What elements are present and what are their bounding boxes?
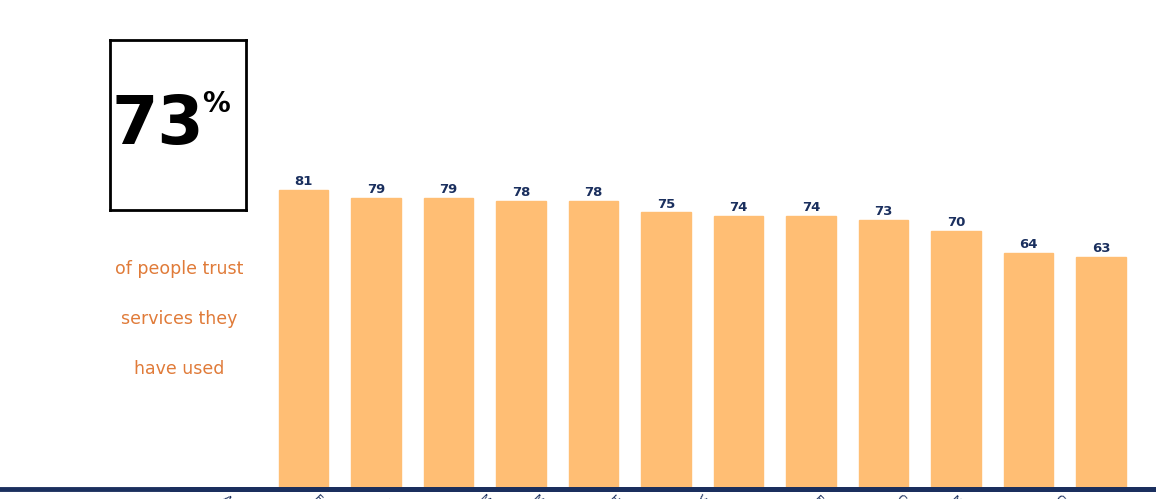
Bar bbox=[642, 213, 690, 489]
Bar bbox=[496, 201, 546, 489]
Text: 75: 75 bbox=[657, 198, 675, 211]
Text: 79: 79 bbox=[439, 183, 458, 196]
Bar bbox=[714, 216, 763, 489]
Bar bbox=[859, 220, 909, 489]
Text: 73: 73 bbox=[874, 205, 892, 218]
Text: 81: 81 bbox=[295, 176, 313, 189]
Text: 73: 73 bbox=[111, 92, 203, 158]
Bar bbox=[351, 198, 401, 489]
Text: 74: 74 bbox=[802, 201, 821, 214]
Bar bbox=[932, 231, 980, 489]
Text: have used: have used bbox=[134, 360, 224, 378]
Bar bbox=[424, 198, 473, 489]
Bar bbox=[569, 201, 618, 489]
Text: services they: services they bbox=[121, 310, 237, 328]
Text: 64: 64 bbox=[1020, 238, 1038, 251]
Text: 78: 78 bbox=[512, 187, 531, 200]
Bar bbox=[786, 216, 836, 489]
Text: 79: 79 bbox=[366, 183, 385, 196]
Text: 70: 70 bbox=[947, 216, 965, 229]
Bar bbox=[1003, 253, 1053, 489]
Bar bbox=[279, 190, 328, 489]
Text: 74: 74 bbox=[729, 201, 748, 214]
Text: 78: 78 bbox=[584, 187, 602, 200]
Text: 63: 63 bbox=[1091, 242, 1110, 255]
Text: %: % bbox=[202, 90, 230, 118]
Bar bbox=[1076, 256, 1126, 489]
Text: of people trust: of people trust bbox=[114, 260, 244, 278]
